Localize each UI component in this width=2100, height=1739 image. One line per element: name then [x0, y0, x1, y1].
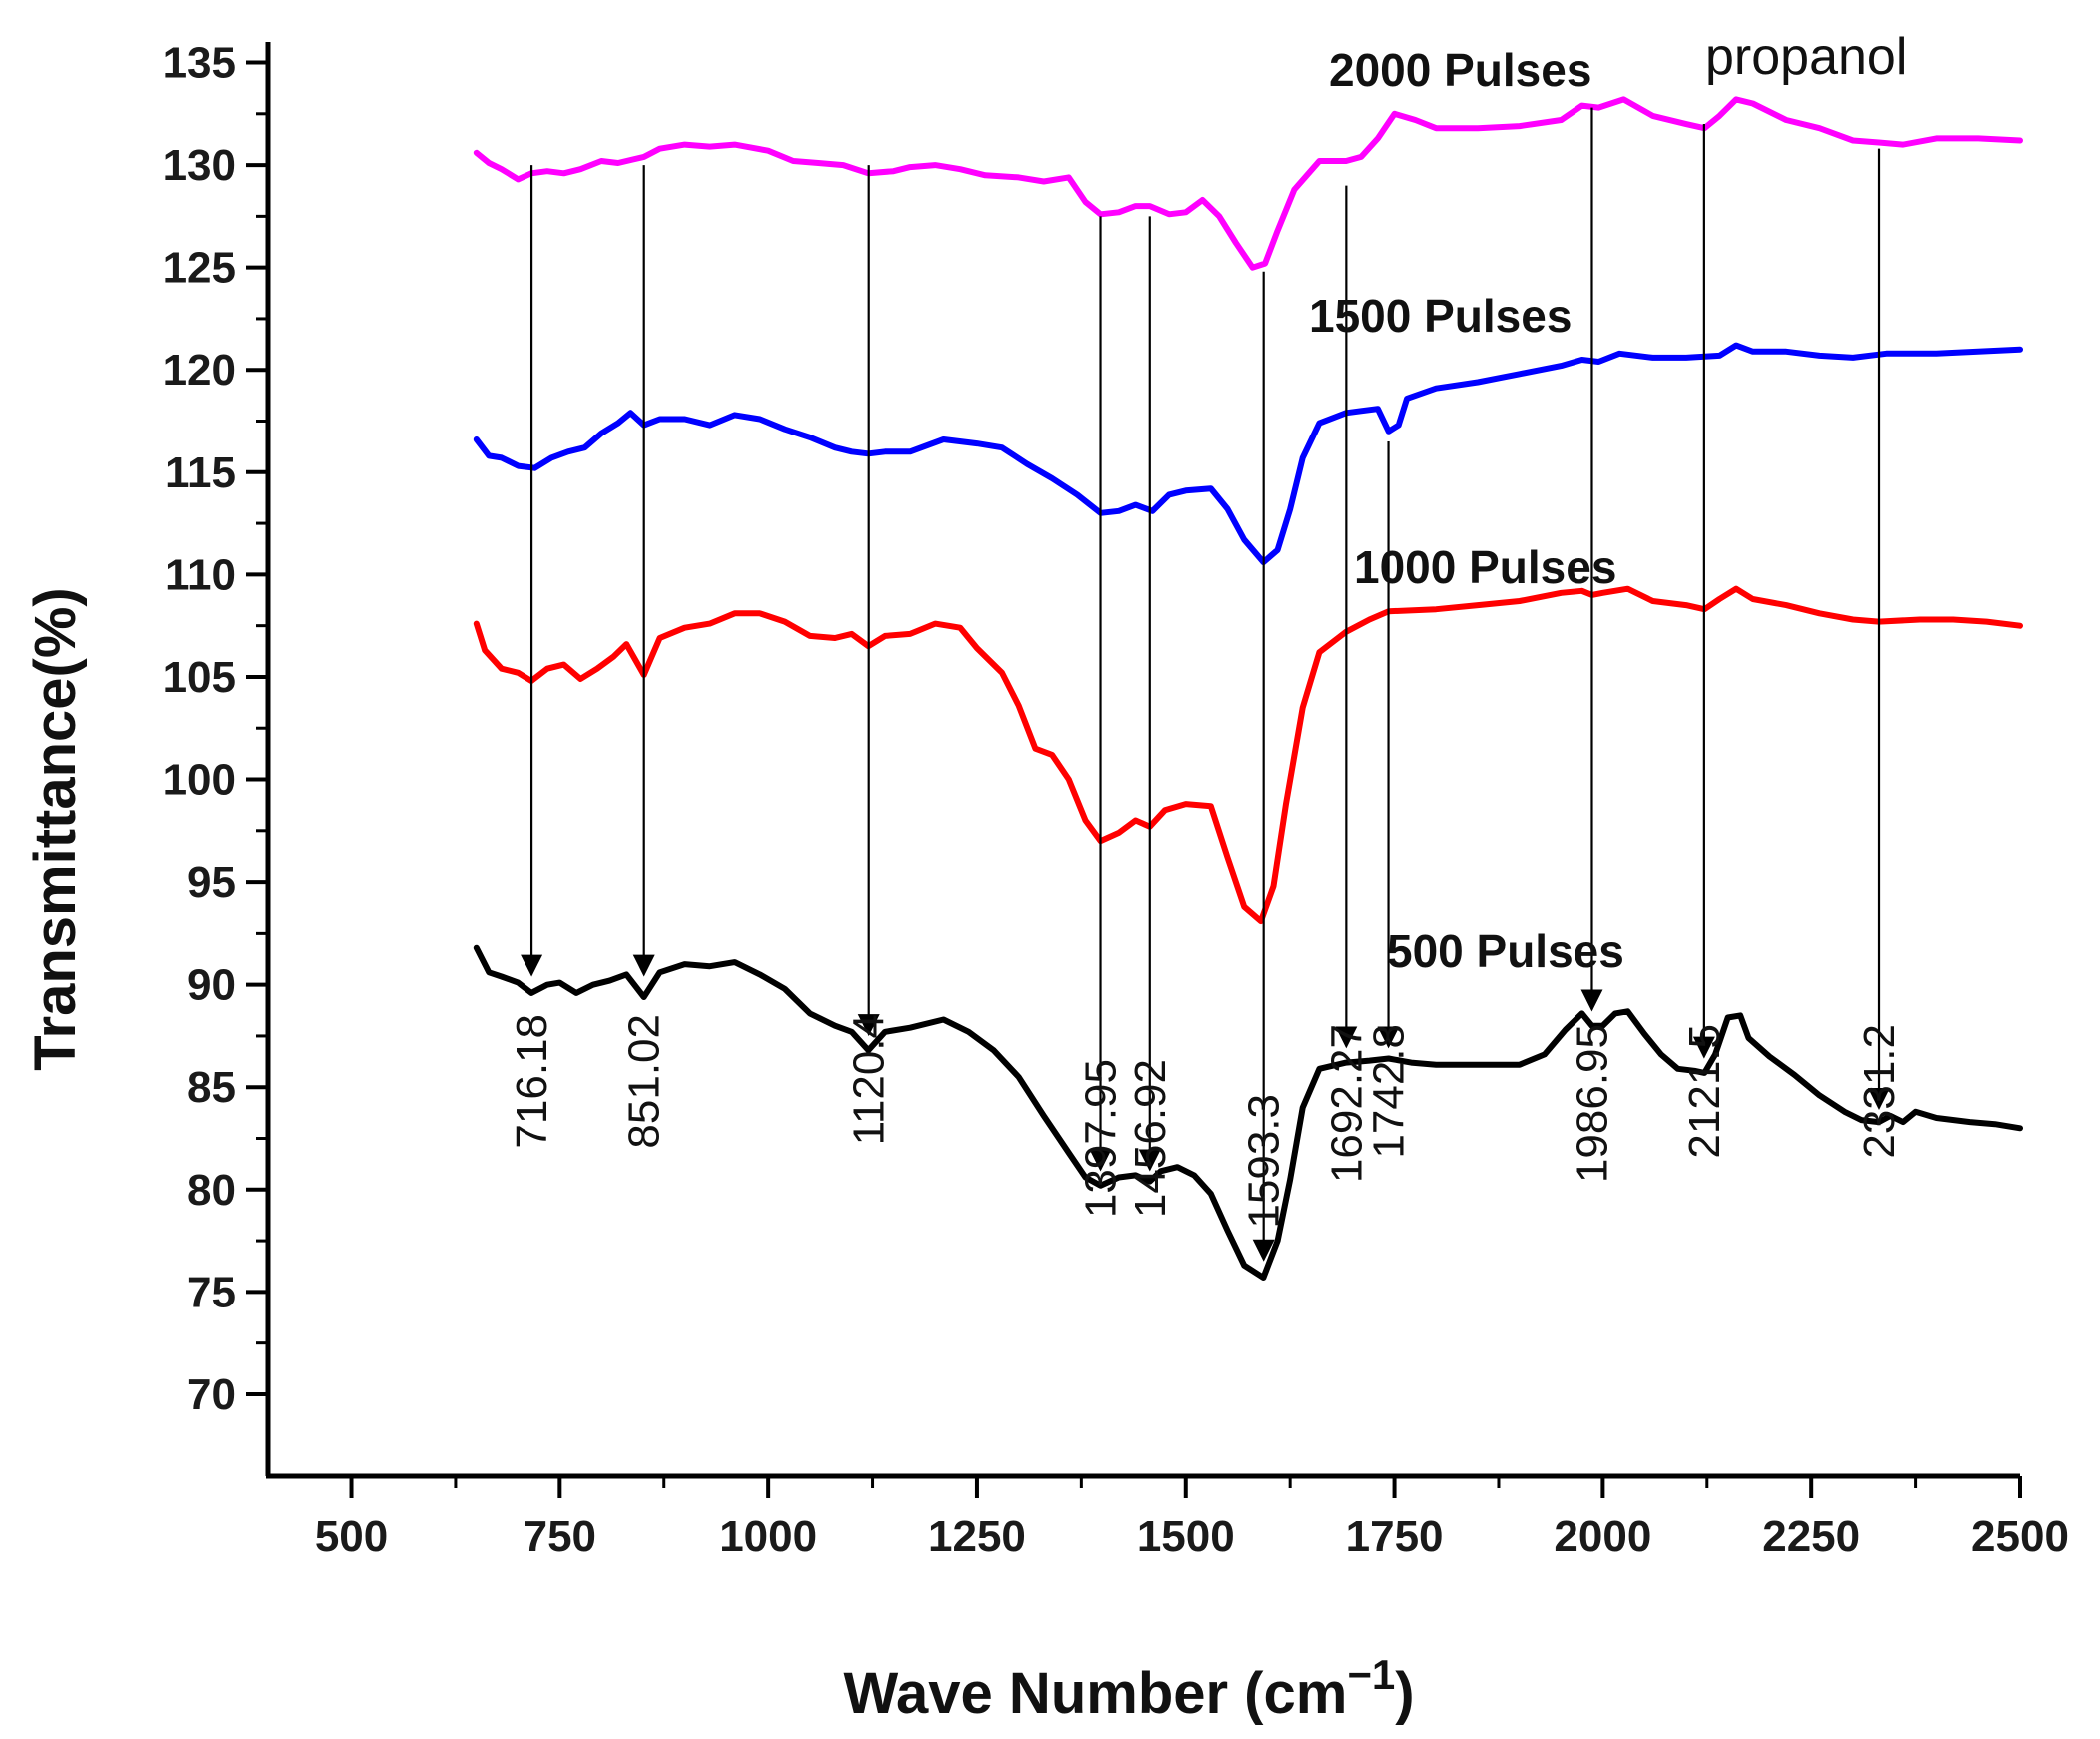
series-label: 1000 Pulses: [1354, 541, 1616, 593]
x-tick-label: 1250: [928, 1512, 1026, 1561]
y-tick-label: 135: [163, 39, 236, 88]
series-group: [473, 96, 2023, 1281]
y-tick-label: 70: [187, 1370, 236, 1419]
peak-label: 1593.3: [1240, 1094, 1289, 1229]
peak-label: 2331.2: [1855, 1024, 1904, 1159]
x-tick-label: 2250: [1762, 1512, 1860, 1561]
x-tick-label: 1750: [1346, 1512, 1444, 1561]
y-tick-label: 75: [187, 1268, 236, 1316]
axes: [265, 42, 2020, 1479]
peak-label: 1120.4: [845, 1014, 894, 1145]
peak-label: 1986.95: [1568, 1024, 1616, 1183]
y-tick-label: 120: [163, 346, 236, 395]
peak-label: 1742.8: [1365, 1024, 1414, 1159]
y-tick-label: 105: [163, 653, 236, 702]
x-tick-label: 1500: [1137, 1512, 1235, 1561]
y-tick-label: 80: [187, 1166, 236, 1215]
axis-ticks: 70 75 80 85 90 95 100 105 110 115 120 125 130 135 500 7…: [163, 39, 2069, 1561]
x-tick-label: 2000: [1554, 1512, 1651, 1561]
y-axis-title: Transmittance(%): [23, 587, 88, 1070]
x-axis-title-text: Wave Number (cm: [843, 1661, 1347, 1726]
x-axis-title: Wave Number (cm−1): [843, 1651, 1414, 1726]
x-axis-title-close: ): [1395, 1661, 1414, 1726]
y-tick-label: 130: [163, 141, 236, 190]
y-tick-label: 110: [165, 550, 236, 599]
series-line-500-pulses: [473, 944, 2023, 1281]
x-tick-label: 2500: [1971, 1512, 2069, 1561]
y-tick-label: 90: [187, 961, 236, 1010]
peak-label: 716.18: [508, 1014, 556, 1149]
series-labels: 500 Pulses 1000 Pulses 1500 Pulses 2000 Pul…: [1309, 44, 1624, 977]
y-tick-label: 95: [187, 858, 236, 907]
x-axis-title-superscript: −1: [1347, 1651, 1395, 1698]
series-line-1000-pulses: [473, 585, 2023, 925]
peak-label: 1692.27: [1322, 1024, 1371, 1183]
y-tick-label: 115: [165, 448, 236, 497]
series-label: 1500 Pulses: [1309, 290, 1572, 342]
x-tick-label: 500: [315, 1512, 388, 1561]
series-line-1500-pulses: [473, 342, 2023, 566]
chart-title: propanol: [1705, 28, 1907, 86]
y-tick-label: 85: [187, 1063, 236, 1112]
series-label: 500 Pulses: [1387, 925, 1624, 977]
peak-label: 2121.5: [1680, 1024, 1729, 1159]
peak-label: 1397.95: [1077, 1059, 1126, 1218]
y-tick-label: 100: [163, 756, 236, 805]
peak-arrows: [521, 107, 1891, 1262]
series-line-2000-pulses: [473, 96, 2023, 271]
x-tick-label: 750: [524, 1512, 596, 1561]
peak-labels: 716.18 851.02 1120.4 1397.95 1456.92 1593.3 16…: [508, 1014, 1904, 1229]
y-tick-label: 125: [163, 244, 236, 293]
peak-label: 851.02: [620, 1014, 669, 1149]
x-tick-label: 1000: [719, 1512, 817, 1561]
series-label: 2000 Pulses: [1329, 44, 1591, 96]
peak-label: 1456.92: [1126, 1059, 1175, 1218]
